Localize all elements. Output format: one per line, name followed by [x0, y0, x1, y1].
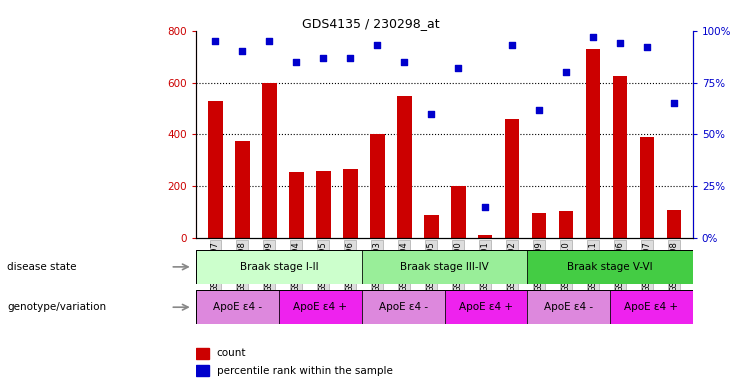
Bar	[451, 186, 465, 238]
Bar	[235, 141, 250, 238]
Text: ApoE ε4 +: ApoE ε4 +	[293, 302, 348, 312]
Text: ApoE ε4 -: ApoE ε4 -	[379, 302, 428, 312]
Text: ApoE ε4 -: ApoE ε4 -	[213, 302, 262, 312]
Text: genotype/variation: genotype/variation	[7, 302, 107, 312]
Point	[452, 65, 464, 71]
Bar	[196, 250, 362, 284]
Point	[345, 55, 356, 61]
Bar	[559, 211, 574, 238]
Point	[560, 69, 572, 75]
Bar	[362, 290, 445, 324]
Bar	[343, 169, 358, 238]
Bar	[362, 250, 528, 284]
Point	[479, 204, 491, 210]
Point	[371, 42, 383, 48]
Bar	[585, 49, 600, 238]
Point	[668, 100, 680, 106]
Text: count: count	[216, 348, 246, 358]
Bar	[424, 215, 439, 238]
Bar	[478, 235, 493, 238]
Point	[209, 38, 221, 44]
Bar	[262, 83, 276, 238]
Point	[398, 59, 410, 65]
Point	[533, 106, 545, 113]
Text: percentile rank within the sample: percentile rank within the sample	[216, 366, 393, 376]
Bar	[289, 172, 304, 238]
Text: GDS4135 / 230298_at: GDS4135 / 230298_at	[302, 17, 439, 30]
Bar	[505, 119, 519, 238]
Point	[587, 34, 599, 40]
Bar	[279, 290, 362, 324]
Bar	[316, 170, 330, 238]
Point	[641, 44, 653, 50]
Text: disease state: disease state	[7, 262, 77, 272]
Text: ApoE ε4 +: ApoE ε4 +	[625, 302, 679, 312]
Bar	[396, 96, 411, 238]
Point	[614, 40, 626, 46]
Text: Braak stage I-II: Braak stage I-II	[240, 262, 319, 272]
Bar	[370, 134, 385, 238]
Point	[425, 111, 437, 117]
Bar	[613, 76, 628, 238]
Bar	[666, 210, 682, 238]
Bar	[196, 348, 210, 359]
Text: ApoE ε4 +: ApoE ε4 +	[459, 302, 513, 312]
Bar	[528, 250, 693, 284]
Text: ApoE ε4 -: ApoE ε4 -	[544, 302, 594, 312]
Bar	[207, 101, 223, 238]
Point	[506, 42, 518, 48]
Bar	[445, 290, 528, 324]
Point	[263, 38, 275, 44]
Bar	[528, 290, 610, 324]
Bar	[196, 290, 279, 324]
Bar	[639, 137, 654, 238]
Point	[290, 59, 302, 65]
Bar	[196, 365, 210, 376]
Point	[317, 55, 329, 61]
Bar	[610, 290, 693, 324]
Text: Braak stage III-IV: Braak stage III-IV	[400, 262, 489, 272]
Point	[236, 48, 248, 55]
Bar	[531, 214, 546, 238]
Text: Braak stage V-VI: Braak stage V-VI	[568, 262, 653, 272]
